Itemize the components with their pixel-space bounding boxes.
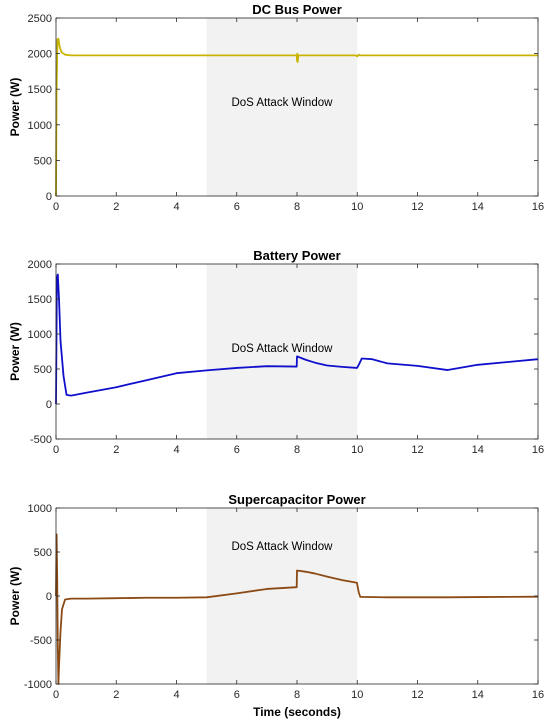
series-line-1: [55, 37, 538, 197]
x-tick-label: 10: [351, 201, 363, 213]
y-tick-label: 500: [34, 364, 52, 376]
chart-title: Supercapacitor Power: [228, 492, 365, 507]
x-tick-label: 12: [411, 201, 423, 213]
x-tick-label: 10: [351, 689, 363, 701]
x-tick-label: 2: [113, 201, 119, 213]
y-tick-label: 500: [34, 155, 52, 167]
x-tick-label: 4: [173, 201, 179, 213]
x-tick-label: 16: [532, 444, 544, 456]
y-tick-label: 2000: [28, 49, 52, 61]
y-tick-label: 1000: [28, 503, 52, 515]
x-tick-label: 6: [234, 444, 240, 456]
x-tick-label: 16: [532, 201, 544, 213]
y-tick-label: 1500: [28, 84, 52, 96]
y-axis-label: Power (W): [8, 78, 22, 137]
x-tick-label: 0: [53, 689, 59, 701]
chart-panel-1: DoS Attack Window 0 2 4 6 8 10 12 14 16 0 500 1000 15…: [8, 2, 544, 213]
x-tick-label: 12: [411, 689, 423, 701]
y-tick-label: 1000: [28, 329, 52, 341]
x-tick-label: 14: [472, 444, 484, 456]
y-tick-label: 1500: [28, 294, 52, 306]
attack-window-region: [206, 264, 358, 439]
x-tick-label: 6: [234, 689, 240, 701]
y-axis-label: Power (W): [8, 567, 22, 626]
x-tick-label: 10: [351, 444, 363, 456]
attack-window-label: DoS Attack Window: [231, 97, 333, 109]
x-tick-label: 0: [53, 444, 59, 456]
y-tick-label: 1000: [28, 120, 52, 132]
y-tick-label: 0: [46, 191, 52, 203]
x-tick-label: 2: [113, 444, 119, 456]
attack-window-label: DoS Attack Window: [231, 541, 333, 553]
x-tick-label: 8: [294, 689, 300, 701]
y-tick-label: -1000: [24, 679, 52, 691]
attack-window-region: [206, 18, 358, 196]
y-axis-label: Power (W): [8, 322, 22, 381]
y-tick-label: -500: [30, 434, 52, 446]
y-tick-label: 2000: [28, 259, 52, 271]
attack-window-label: DoS Attack Window: [231, 343, 333, 355]
chart-title: Battery Power: [253, 248, 340, 263]
x-tick-label: 0: [53, 201, 59, 213]
x-tick-label: 14: [472, 201, 484, 213]
y-tick-label: 2500: [28, 13, 52, 25]
chart-panel-3: DoS Attack Window 0 2 4 6 8 10 12 14 16 -1000 -500 0…: [8, 492, 544, 719]
y-tick-label: 0: [46, 399, 52, 411]
x-tick-label: 4: [173, 689, 179, 701]
series-line-1: [55, 533, 539, 685]
attack-window-region: [206, 508, 358, 684]
x-tick-label: 8: [294, 201, 300, 213]
y-tick-label: 0: [46, 591, 52, 603]
chart-title: DC Bus Power: [252, 2, 342, 17]
x-tick-label: 12: [411, 444, 423, 456]
x-axis-label: Time (seconds): [253, 705, 341, 719]
y-tick-label: -500: [30, 635, 52, 647]
x-tick-label: 16: [532, 689, 544, 701]
x-tick-label: 6: [234, 201, 240, 213]
x-tick-label: 8: [294, 444, 300, 456]
x-tick-label: 4: [173, 444, 179, 456]
x-tick-label: 2: [113, 689, 119, 701]
y-tick-label: 500: [34, 547, 52, 559]
x-tick-label: 14: [472, 689, 484, 701]
series-line-1: [55, 273, 539, 405]
